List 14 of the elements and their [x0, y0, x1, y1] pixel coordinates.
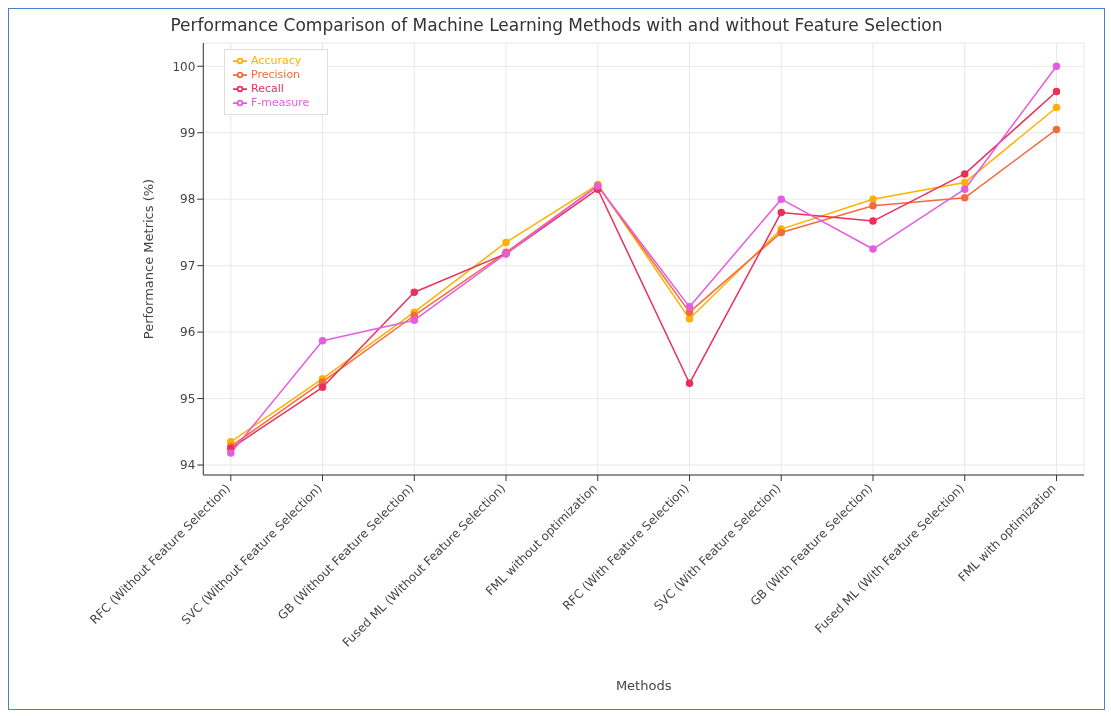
y-tick-label: 96 — [180, 325, 196, 340]
legend-label: F-measure — [251, 96, 310, 109]
legend-label: Recall — [251, 82, 284, 95]
legend-label: Precision — [251, 68, 301, 81]
chart-title: Performance Comparison of Machine Learning Methods with and without Feature Selection — [169, 15, 944, 35]
y-axis-title: Performance Metrics (%) — [140, 178, 156, 340]
y-tick-label: 99 — [180, 125, 196, 140]
y-tick-label: 95 — [180, 391, 196, 406]
y-tick-label: 100 — [172, 59, 196, 74]
y-tick-label: 97 — [180, 258, 196, 273]
y-tick-label: 94 — [180, 458, 196, 473]
legend-label: Accuracy — [251, 54, 302, 67]
y-tick-label: 98 — [180, 192, 196, 207]
x-axis-title: Methods — [615, 678, 672, 693]
